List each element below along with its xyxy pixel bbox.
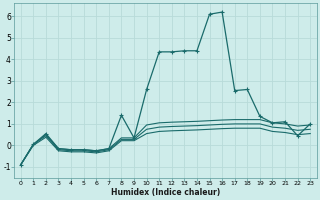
X-axis label: Humidex (Indice chaleur): Humidex (Indice chaleur) — [111, 188, 220, 197]
